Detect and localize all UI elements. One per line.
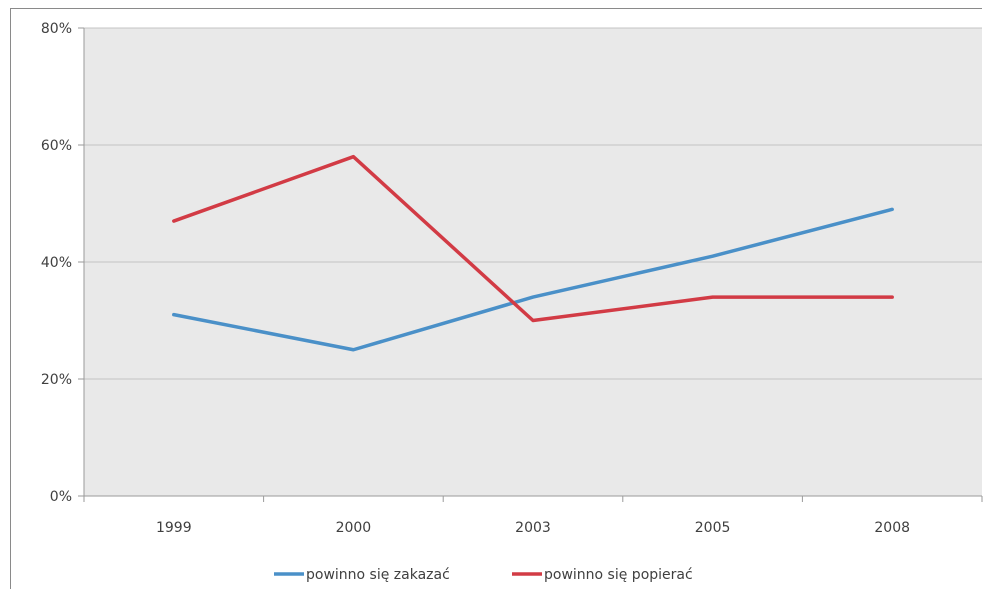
x-tick-label: 2003 — [515, 520, 551, 536]
x-tick-label: 2005 — [695, 520, 731, 536]
legend-label-1: powinno się zakazać — [306, 567, 450, 583]
y-tick-label: 0% — [50, 489, 72, 505]
y-tick-label: 80% — [41, 21, 72, 37]
axes — [78, 27, 983, 502]
x-axis-ticks: 1999 2000 2003 2005 2008 — [156, 520, 910, 536]
x-tick-label: 2000 — [336, 520, 372, 536]
x-tick-label: 1999 — [156, 520, 192, 536]
y-tick-label: 60% — [41, 138, 72, 154]
y-axis-ticks: 0% 20% 40% 60% 80% — [41, 21, 72, 505]
gridlines — [84, 27, 982, 380]
y-tick-label: 20% — [41, 372, 72, 388]
legend: powinno się zakazać powinno się popierać — [274, 567, 693, 583]
y-tick-label: 40% — [41, 255, 72, 271]
x-tick-label: 2008 — [874, 520, 910, 536]
legend-label-2: powinno się popierać — [544, 567, 693, 583]
series-lines — [172, 154, 894, 352]
